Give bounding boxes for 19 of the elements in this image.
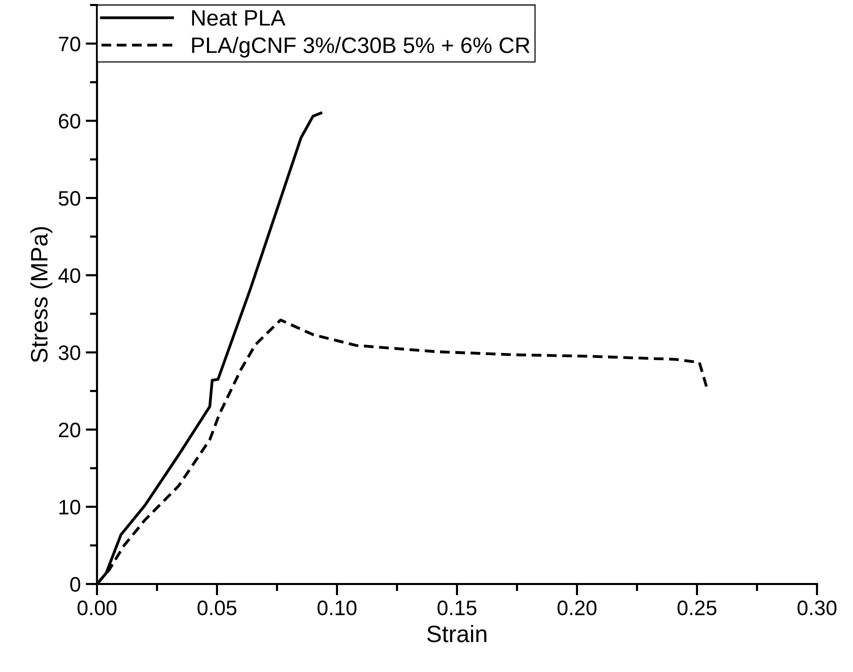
legend-label: PLA/gCNF 3%/C30B 5% + 6% CR <box>192 36 530 58</box>
y-axis-title: Stress (MPa) <box>30 227 52 362</box>
y-tick-label: 50 <box>58 191 80 206</box>
y-tick-label: 10 <box>59 500 80 515</box>
y-tick-label: 70 <box>58 36 80 52</box>
x-tick-label: 0.25 <box>678 600 716 616</box>
x-tick-label: 0.30 <box>798 600 836 616</box>
y-tick-label: 20 <box>58 422 80 438</box>
x-tick-label: 0.05 <box>198 600 236 616</box>
x-tick-label: 0.10 <box>318 600 356 616</box>
x-tick-label: 0.20 <box>558 600 596 616</box>
x-tick-label: 0.15 <box>438 600 476 616</box>
y-tick-label: 0 <box>70 577 80 592</box>
y-tick-label: 60 <box>58 114 80 129</box>
x-axis-title: Strain <box>427 624 486 642</box>
y-tick-label: 40 <box>58 268 80 283</box>
y-tick-label: 30 <box>58 345 80 360</box>
legend-label: Neat PLA <box>192 10 286 26</box>
x-tick-label: 0.00 <box>78 600 116 616</box>
